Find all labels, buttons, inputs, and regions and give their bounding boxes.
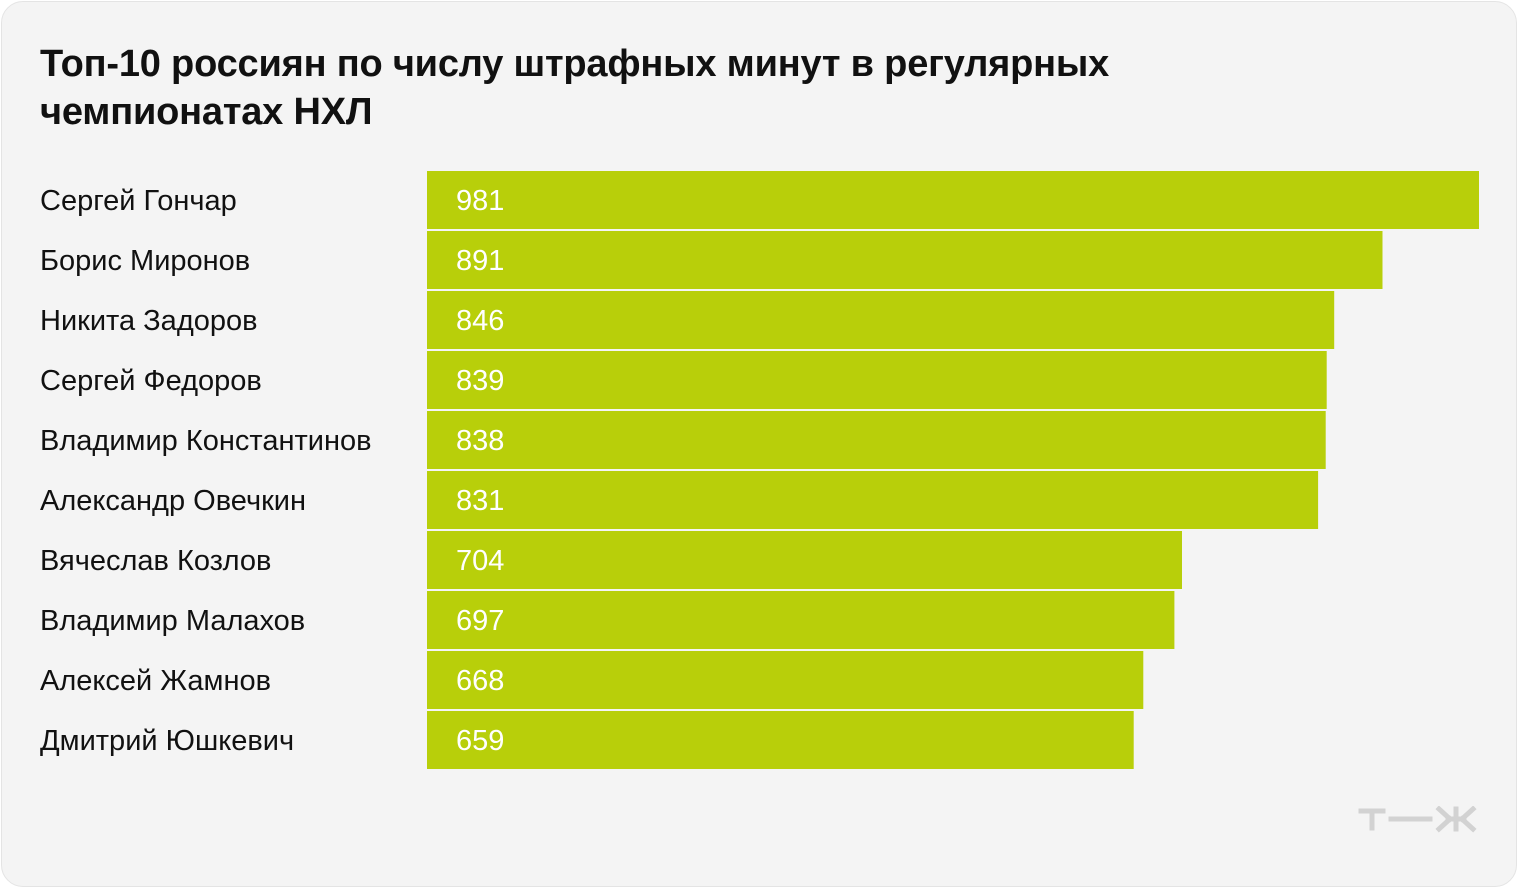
bar-5 — [427, 411, 1326, 469]
category-label: Александр Овечкин — [40, 485, 306, 517]
bar-10 — [427, 711, 1134, 769]
bar-8 — [427, 591, 1175, 649]
chart-title: Топ-10 россиян по числу штрафных минут в… — [40, 43, 1110, 133]
value-label: 697 — [456, 605, 504, 637]
value-label: 668 — [456, 665, 504, 697]
value-label: 838 — [456, 425, 504, 457]
value-label: 846 — [456, 305, 504, 337]
value-label: 659 — [456, 725, 504, 757]
bar-9 — [427, 651, 1144, 709]
bar-3 — [427, 291, 1335, 349]
value-label: 839 — [456, 365, 504, 397]
bar-1 — [427, 171, 1479, 229]
value-label: 831 — [456, 485, 504, 517]
bar-4 — [427, 351, 1327, 409]
value-label: 704 — [456, 545, 504, 577]
bar-2 — [427, 231, 1383, 289]
category-label: Сергей Федоров — [40, 365, 262, 397]
tzh-logo-icon — [1358, 806, 1477, 833]
category-label: Дмитрий Юшкевич — [40, 725, 294, 757]
bar-6 — [427, 471, 1319, 529]
value-label: 981 — [456, 185, 504, 217]
category-label: Борис Миронов — [40, 245, 250, 277]
category-label: Владимир Малахов — [40, 605, 305, 637]
bar-7 — [427, 531, 1182, 589]
category-label: Сергей Гончар — [40, 185, 237, 217]
category-label: Никита Задоров — [40, 305, 258, 337]
category-label: Владимир Константинов — [40, 425, 372, 457]
category-label: Вячеслав Козлов — [40, 545, 271, 577]
category-label: Алексей Жамнов — [40, 665, 271, 697]
value-label: 891 — [456, 245, 504, 277]
